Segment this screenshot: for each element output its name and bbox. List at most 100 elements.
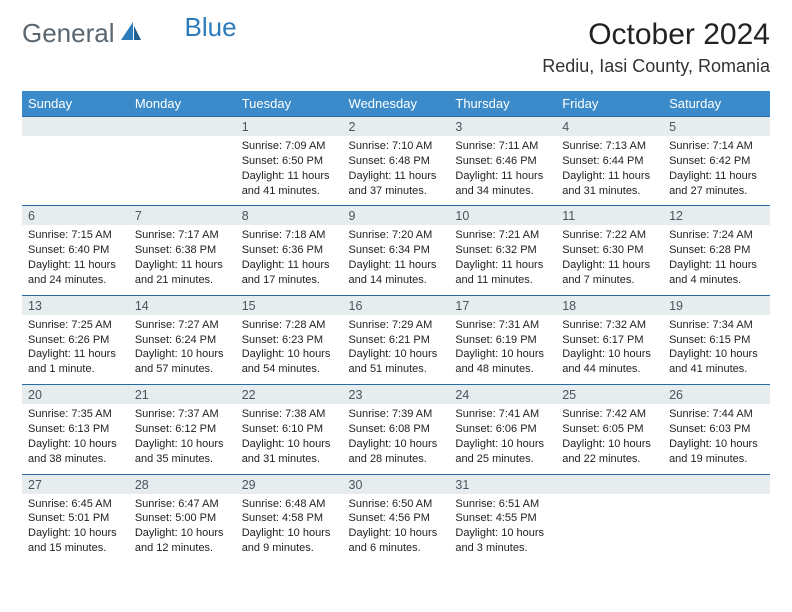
day-info-cell: Sunrise: 7:38 AMSunset: 6:10 PMDaylight:… bbox=[236, 404, 343, 474]
day-info-cell: Sunrise: 7:32 AMSunset: 6:17 PMDaylight:… bbox=[556, 315, 663, 385]
daylight-text: Daylight: 10 hours and 22 minutes. bbox=[562, 437, 657, 467]
day-info-cell: Sunrise: 7:37 AMSunset: 6:12 PMDaylight:… bbox=[129, 404, 236, 474]
day-number-cell: 24 bbox=[449, 385, 556, 405]
daylight-text: Daylight: 10 hours and 25 minutes. bbox=[455, 437, 550, 467]
day-number-cell: 19 bbox=[663, 295, 770, 315]
day-number-cell bbox=[663, 474, 770, 494]
sunset-text: Sunset: 6:24 PM bbox=[135, 333, 230, 348]
day-number-row: 13141516171819 bbox=[22, 295, 770, 315]
daylight-text: Daylight: 11 hours and 27 minutes. bbox=[669, 169, 764, 199]
sunset-text: Sunset: 6:40 PM bbox=[28, 243, 123, 258]
day-number-cell: 6 bbox=[22, 206, 129, 226]
day-info-row: Sunrise: 7:09 AMSunset: 6:50 PMDaylight:… bbox=[22, 136, 770, 206]
sunset-text: Sunset: 6:46 PM bbox=[455, 154, 550, 169]
day-info-cell bbox=[663, 494, 770, 563]
sunrise-text: Sunrise: 7:34 AM bbox=[669, 318, 764, 333]
sunrise-text: Sunrise: 6:47 AM bbox=[135, 497, 230, 512]
day-info-cell: Sunrise: 7:11 AMSunset: 6:46 PMDaylight:… bbox=[449, 136, 556, 206]
sunset-text: Sunset: 6:48 PM bbox=[349, 154, 444, 169]
sunset-text: Sunset: 5:00 PM bbox=[135, 511, 230, 526]
day-number-cell: 20 bbox=[22, 385, 129, 405]
sunset-text: Sunset: 6:03 PM bbox=[669, 422, 764, 437]
day-info-cell: Sunrise: 7:29 AMSunset: 6:21 PMDaylight:… bbox=[343, 315, 450, 385]
daylight-text: Daylight: 10 hours and 15 minutes. bbox=[28, 526, 123, 556]
logo: General Blue bbox=[22, 18, 237, 49]
sunrise-text: Sunrise: 7:28 AM bbox=[242, 318, 337, 333]
weekday-header: Thursday bbox=[449, 91, 556, 117]
sunset-text: Sunset: 6:19 PM bbox=[455, 333, 550, 348]
location-subtitle: Rediu, Iasi County, Romania bbox=[542, 56, 770, 77]
sunrise-text: Sunrise: 7:10 AM bbox=[349, 139, 444, 154]
day-number-cell: 22 bbox=[236, 385, 343, 405]
sunrise-text: Sunrise: 7:37 AM bbox=[135, 407, 230, 422]
weekday-header: Monday bbox=[129, 91, 236, 117]
daylight-text: Daylight: 10 hours and 28 minutes. bbox=[349, 437, 444, 467]
sunset-text: Sunset: 6:38 PM bbox=[135, 243, 230, 258]
calendar-table: Sunday Monday Tuesday Wednesday Thursday… bbox=[22, 91, 770, 563]
day-number-cell: 31 bbox=[449, 474, 556, 494]
sunrise-text: Sunrise: 7:14 AM bbox=[669, 139, 764, 154]
daylight-text: Daylight: 11 hours and 14 minutes. bbox=[349, 258, 444, 288]
day-info-cell: Sunrise: 6:51 AMSunset: 4:55 PMDaylight:… bbox=[449, 494, 556, 563]
day-number-cell: 14 bbox=[129, 295, 236, 315]
sunrise-text: Sunrise: 7:41 AM bbox=[455, 407, 550, 422]
day-info-cell: Sunrise: 7:31 AMSunset: 6:19 PMDaylight:… bbox=[449, 315, 556, 385]
day-info-cell: Sunrise: 7:39 AMSunset: 6:08 PMDaylight:… bbox=[343, 404, 450, 474]
day-number-cell: 28 bbox=[129, 474, 236, 494]
sunrise-text: Sunrise: 7:31 AM bbox=[455, 318, 550, 333]
day-info-cell: Sunrise: 7:22 AMSunset: 6:30 PMDaylight:… bbox=[556, 225, 663, 295]
day-number-cell: 25 bbox=[556, 385, 663, 405]
sunrise-text: Sunrise: 7:44 AM bbox=[669, 407, 764, 422]
day-number-cell: 15 bbox=[236, 295, 343, 315]
sunrise-text: Sunrise: 7:09 AM bbox=[242, 139, 337, 154]
sunrise-text: Sunrise: 7:32 AM bbox=[562, 318, 657, 333]
page-title: October 2024 bbox=[542, 18, 770, 52]
day-info-row: Sunrise: 6:45 AMSunset: 5:01 PMDaylight:… bbox=[22, 494, 770, 563]
daylight-text: Daylight: 11 hours and 11 minutes. bbox=[455, 258, 550, 288]
sunrise-text: Sunrise: 7:21 AM bbox=[455, 228, 550, 243]
sunrise-text: Sunrise: 6:48 AM bbox=[242, 497, 337, 512]
day-number-cell: 11 bbox=[556, 206, 663, 226]
daylight-text: Daylight: 11 hours and 1 minute. bbox=[28, 347, 123, 377]
sunset-text: Sunset: 6:15 PM bbox=[669, 333, 764, 348]
sunrise-text: Sunrise: 7:13 AM bbox=[562, 139, 657, 154]
sunset-text: Sunset: 6:12 PM bbox=[135, 422, 230, 437]
daylight-text: Daylight: 10 hours and 3 minutes. bbox=[455, 526, 550, 556]
day-number-row: 12345 bbox=[22, 117, 770, 137]
daylight-text: Daylight: 10 hours and 44 minutes. bbox=[562, 347, 657, 377]
daylight-text: Daylight: 11 hours and 24 minutes. bbox=[28, 258, 123, 288]
day-number-cell bbox=[22, 117, 129, 137]
sunset-text: Sunset: 6:32 PM bbox=[455, 243, 550, 258]
sunset-text: Sunset: 6:21 PM bbox=[349, 333, 444, 348]
day-info-cell: Sunrise: 7:44 AMSunset: 6:03 PMDaylight:… bbox=[663, 404, 770, 474]
sunrise-text: Sunrise: 7:35 AM bbox=[28, 407, 123, 422]
daylight-text: Daylight: 10 hours and 51 minutes. bbox=[349, 347, 444, 377]
day-number-cell: 7 bbox=[129, 206, 236, 226]
day-number-cell: 16 bbox=[343, 295, 450, 315]
day-number-cell: 27 bbox=[22, 474, 129, 494]
sunrise-text: Sunrise: 7:18 AM bbox=[242, 228, 337, 243]
day-number-cell: 9 bbox=[343, 206, 450, 226]
day-info-cell: Sunrise: 7:15 AMSunset: 6:40 PMDaylight:… bbox=[22, 225, 129, 295]
daylight-text: Daylight: 11 hours and 21 minutes. bbox=[135, 258, 230, 288]
sunrise-text: Sunrise: 7:38 AM bbox=[242, 407, 337, 422]
day-info-cell: Sunrise: 6:50 AMSunset: 4:56 PMDaylight:… bbox=[343, 494, 450, 563]
sunrise-text: Sunrise: 7:17 AM bbox=[135, 228, 230, 243]
logo-text-blue: Blue bbox=[185, 12, 237, 43]
sunset-text: Sunset: 6:34 PM bbox=[349, 243, 444, 258]
sunset-text: Sunset: 6:23 PM bbox=[242, 333, 337, 348]
day-number-row: 2728293031 bbox=[22, 474, 770, 494]
day-number-cell: 13 bbox=[22, 295, 129, 315]
weekday-header: Sunday bbox=[22, 91, 129, 117]
sunset-text: Sunset: 6:13 PM bbox=[28, 422, 123, 437]
sunrise-text: Sunrise: 7:15 AM bbox=[28, 228, 123, 243]
day-number-row: 20212223242526 bbox=[22, 385, 770, 405]
day-number-cell: 1 bbox=[236, 117, 343, 137]
day-number-cell: 5 bbox=[663, 117, 770, 137]
sunrise-text: Sunrise: 7:25 AM bbox=[28, 318, 123, 333]
sunrise-text: Sunrise: 7:27 AM bbox=[135, 318, 230, 333]
sunset-text: Sunset: 6:30 PM bbox=[562, 243, 657, 258]
weekday-header: Tuesday bbox=[236, 91, 343, 117]
sunrise-text: Sunrise: 7:11 AM bbox=[455, 139, 550, 154]
day-number-cell: 29 bbox=[236, 474, 343, 494]
